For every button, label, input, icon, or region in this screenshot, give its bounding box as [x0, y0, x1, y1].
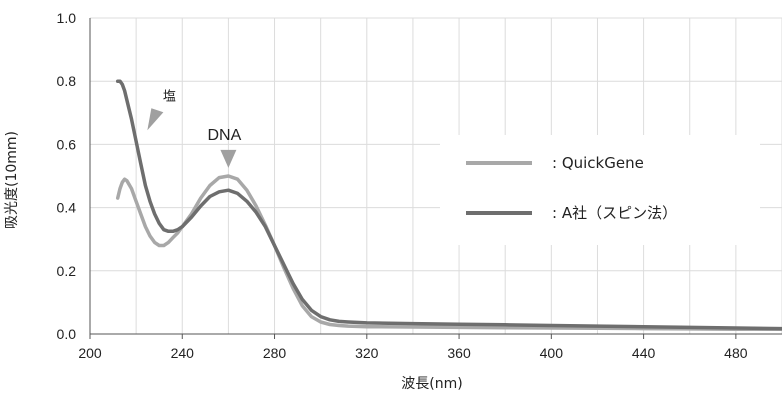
annotation-arrow	[220, 149, 237, 168]
y-axis-label: 吸光度(10mm)	[4, 131, 20, 229]
series-line-0	[115, 174, 782, 332]
legend-label-quickgene: : QuickGene	[552, 154, 644, 172]
axes: 0.0 0.2 0.4 0.6 0.8 1.0 200 240 280 320 360 400 440 4…	[57, 10, 782, 361]
y-tick-label: 1.0	[57, 10, 77, 26]
y-tick-label: 0.4	[57, 200, 77, 216]
x-tick-label: 200	[78, 345, 102, 361]
annotation-arrow	[147, 108, 164, 131]
legend: : QuickGene : A社（スピン法）	[440, 135, 760, 245]
legend-label-spin-method: : A社（スピン法）	[552, 204, 677, 222]
annotation-label: DNA	[208, 127, 242, 144]
series-line-1	[115, 79, 782, 331]
x-axis-label: 波長(nm)	[401, 376, 462, 392]
x-tick-label: 480	[724, 345, 748, 361]
x-tick-label: 400	[540, 345, 564, 361]
annotations: 塩 DNA	[147, 89, 242, 168]
y-tick-label: 0.0	[57, 326, 77, 342]
y-tick-label: 0.2	[57, 263, 77, 279]
x-tick-label: 280	[263, 345, 287, 361]
series-lines	[115, 79, 782, 332]
y-tick-label: 0.6	[57, 136, 77, 152]
x-tick-label: 360	[447, 345, 471, 361]
y-tick-label: 0.8	[57, 73, 77, 89]
annotation-label: 塩	[163, 89, 176, 104]
legend-box	[440, 135, 760, 245]
x-tick-label: 240	[171, 345, 195, 361]
x-tick-label: 440	[632, 345, 656, 361]
x-tick-label: 320	[355, 345, 379, 361]
